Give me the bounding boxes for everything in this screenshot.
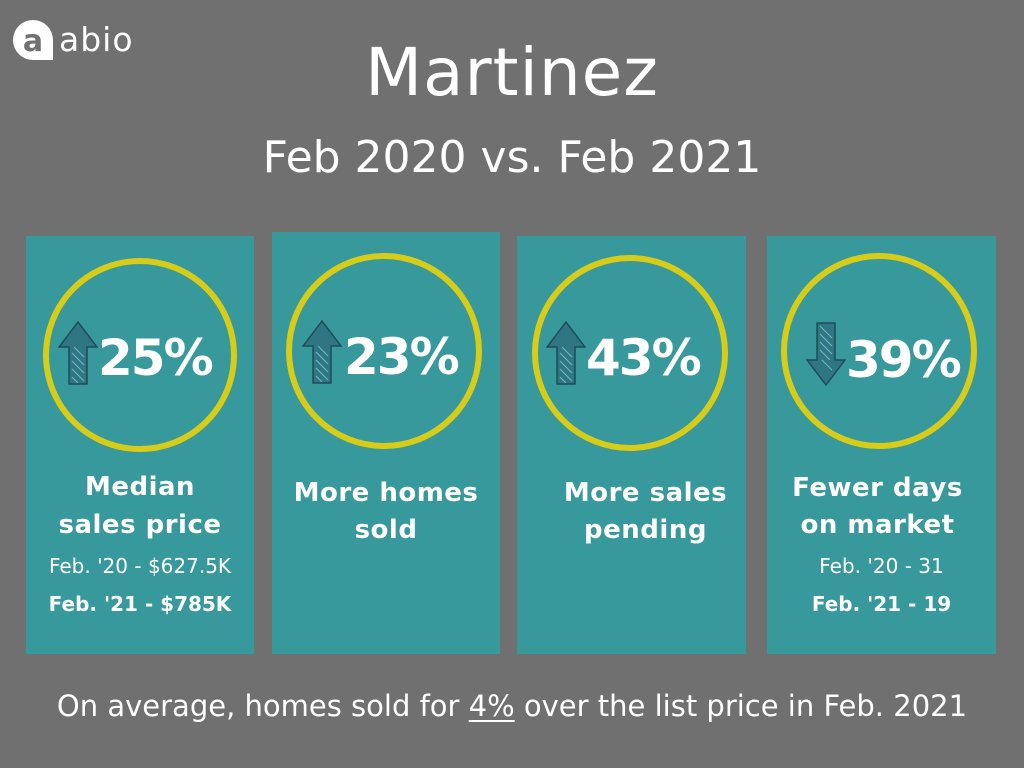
stat-label-line1: More homes xyxy=(293,478,479,508)
arrow-up-icon xyxy=(546,321,586,385)
footer-note: On average, homes sold for 4% over the l… xyxy=(0,686,1024,726)
arrow-up-icon xyxy=(58,321,98,385)
footer-highlight: 4% xyxy=(468,689,515,723)
stat-value: 43% xyxy=(586,329,702,387)
footer-text-after: over the list price in Feb. 2021 xyxy=(514,689,968,723)
brand-logo: a abio xyxy=(10,14,134,66)
stat-ring xyxy=(532,255,728,451)
page-title: Martinez xyxy=(365,34,659,111)
logo-letter: a xyxy=(23,24,43,59)
stat-label-line1: Fewer days xyxy=(792,473,963,503)
stat-value: 39% xyxy=(846,331,962,389)
arrow-down-icon xyxy=(806,322,846,386)
stat-detail-prev: Feb. '20 - $627.5K xyxy=(48,554,232,578)
stat-ring xyxy=(781,253,977,449)
stat-detail-prev: Feb. '20 - 31 xyxy=(819,554,944,578)
stat-value: 25% xyxy=(98,329,214,387)
stat-label-line2: pending xyxy=(584,515,707,545)
footer-text-before: On average, homes sold for xyxy=(56,689,469,723)
stat-label-line2: sales price xyxy=(58,510,222,540)
stat-label-line2: on market xyxy=(800,510,955,540)
stat-ring xyxy=(43,258,237,452)
stat-detail-curr: Feb. '21 - 19 xyxy=(811,592,952,616)
stat-label-line1: Median xyxy=(84,472,196,502)
speech-bubble-logo-icon: a xyxy=(13,20,53,60)
page-subtitle: Feb 2020 vs. Feb 2021 xyxy=(262,132,762,183)
brand-name: abio xyxy=(59,19,134,59)
stat-label-line1: More sales xyxy=(563,478,728,508)
stat-detail-curr: Feb. '21 - $785K xyxy=(48,592,232,616)
arrow-up-icon xyxy=(302,320,342,384)
stat-label-line2: sold xyxy=(354,515,418,545)
stat-value: 23% xyxy=(344,328,460,386)
stat-ring xyxy=(286,253,482,449)
